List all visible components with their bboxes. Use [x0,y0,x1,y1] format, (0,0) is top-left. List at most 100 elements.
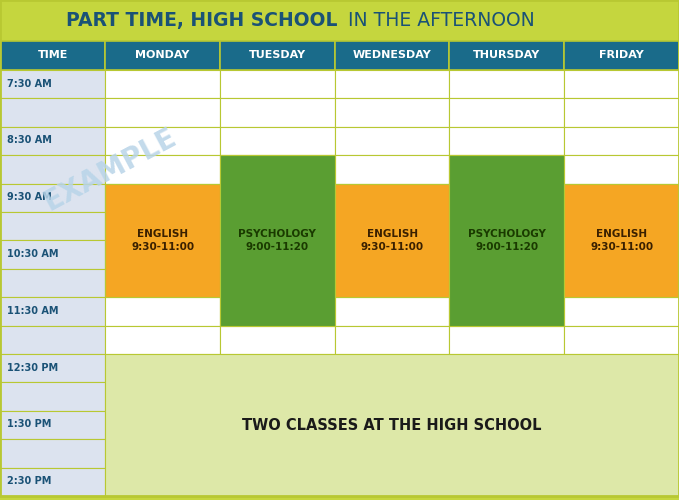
Bar [0,240,105,269]
Bar [105,269,220,297]
Bar [449,297,564,326]
Bar [220,326,335,354]
Bar [0,269,105,297]
Bar [564,98,679,127]
Bar [564,326,679,354]
Bar [335,70,449,98]
Text: WEDNESDAY: WEDNESDAY [353,50,431,60]
Bar [105,326,220,354]
Bar [564,70,679,98]
Text: FRIDAY: FRIDAY [600,50,644,60]
Bar [449,269,564,297]
Bar [335,326,449,354]
Bar [220,70,335,98]
Bar [0,326,105,354]
Text: 10:30 AM: 10:30 AM [7,249,59,259]
Bar [335,98,449,127]
Bar [220,269,335,297]
Bar [449,155,564,184]
Bar [220,297,335,326]
Text: PSYCHOLOGY
9:00-11:20: PSYCHOLOGY 9:00-11:20 [238,229,316,252]
Bar [564,127,679,155]
Text: 8:30 AM: 8:30 AM [7,136,52,145]
Bar [564,184,679,297]
Bar [564,297,679,326]
Bar [105,70,220,98]
Text: 7:30 AM: 7:30 AM [7,78,52,88]
Text: ENGLISH
9:30-11:00: ENGLISH 9:30-11:00 [590,229,653,252]
Bar [335,155,449,184]
Bar [0,297,105,326]
Bar [0,155,105,184]
Bar [220,41,335,70]
Bar [449,212,564,240]
Bar [564,212,679,240]
Text: 11:30 AM: 11:30 AM [7,306,59,316]
Text: PSYCHOLOGY
9:00-11:20: PSYCHOLOGY 9:00-11:20 [468,229,546,252]
Bar [0,354,105,382]
Bar [105,98,220,127]
Bar [449,184,564,212]
Bar [105,127,220,155]
Bar [0,41,105,70]
Text: THURSDAY: THURSDAY [473,50,540,60]
Bar [220,155,335,326]
Bar [449,155,564,326]
Text: 12:30 PM: 12:30 PM [7,362,58,372]
Bar [335,269,449,297]
Bar [0,212,105,240]
Bar [449,127,564,155]
Bar [105,155,220,184]
Bar [220,184,335,212]
Bar [564,155,679,184]
Text: 2:30 PM: 2:30 PM [7,476,52,486]
Bar [0,439,105,468]
Bar [335,184,449,212]
Text: PART TIME, HIGH SCHOOL: PART TIME, HIGH SCHOOL [66,11,337,30]
Bar [0,468,105,496]
Text: TUESDAY: TUESDAY [249,50,306,60]
Bar [105,184,220,297]
Bar [0,382,105,411]
Text: 1:30 PM: 1:30 PM [7,420,52,430]
Bar [220,98,335,127]
Bar [449,326,564,354]
Bar [564,240,679,269]
Bar [0,70,105,98]
Bar [0,184,105,212]
Text: ENGLISH
9:30-11:00: ENGLISH 9:30-11:00 [131,229,194,252]
Bar [105,297,220,326]
Bar [105,240,220,269]
Bar [335,184,449,297]
Bar [335,127,449,155]
Bar [105,184,220,212]
Bar [449,70,564,98]
Bar [564,41,679,70]
Bar [0,98,105,127]
Bar [0,127,105,155]
Bar [0,411,105,439]
Text: TWO CLASSES AT THE HIGH SCHOOL: TWO CLASSES AT THE HIGH SCHOOL [242,418,542,432]
Bar [0,0,679,41]
Text: ENGLISH
9:30-11:00: ENGLISH 9:30-11:00 [361,229,424,252]
Bar [564,269,679,297]
Bar [105,354,679,496]
Bar [335,41,449,70]
Bar [335,240,449,269]
Text: MONDAY: MONDAY [135,50,190,60]
Bar [564,184,679,212]
Bar [220,212,335,240]
Text: IN THE AFTERNOON: IN THE AFTERNOON [342,11,534,30]
Text: EXAMPLE: EXAMPLE [39,122,181,216]
Bar [220,240,335,269]
Bar [449,240,564,269]
Text: 9:30 AM: 9:30 AM [7,192,52,202]
Bar [449,98,564,127]
Bar [220,155,335,184]
Bar [449,41,564,70]
Bar [335,297,449,326]
Text: TIME: TIME [37,50,68,60]
Bar [105,212,220,240]
Bar [335,212,449,240]
Bar [105,41,220,70]
